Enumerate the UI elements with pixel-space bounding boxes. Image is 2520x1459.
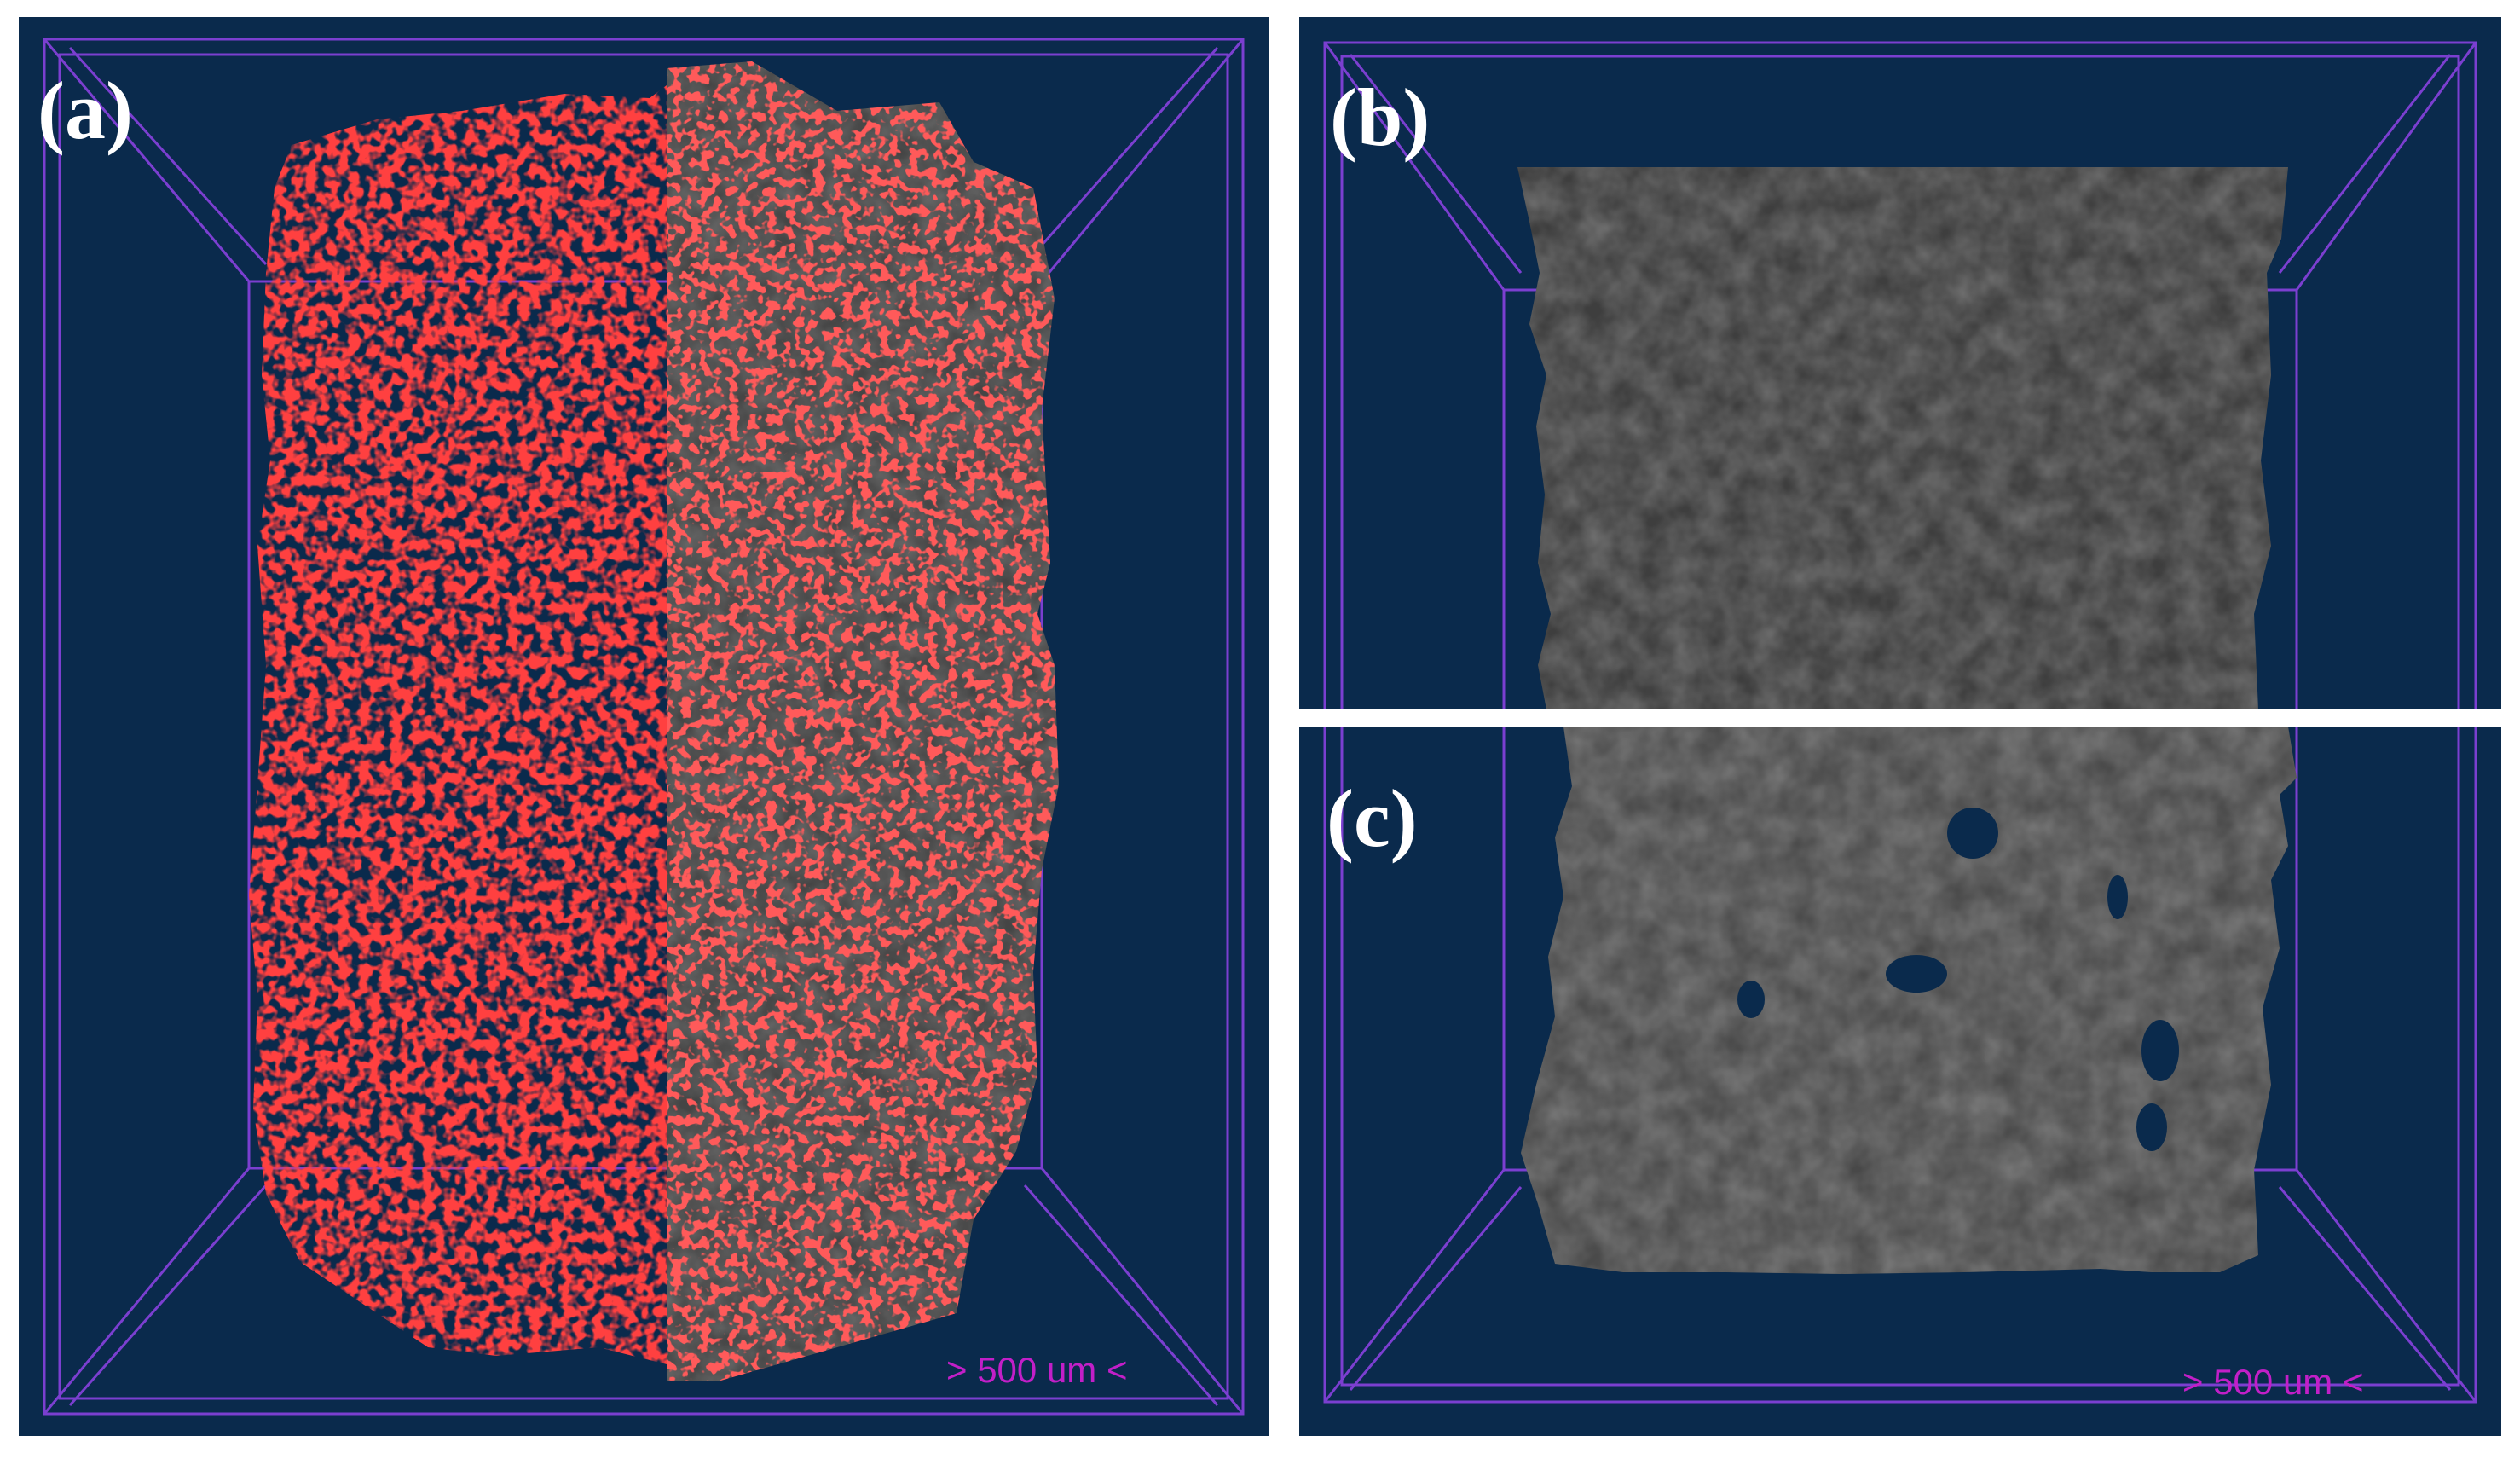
panel-a-pore-phase	[249, 85, 667, 1364]
panel-b-label: (b)	[1330, 72, 1431, 163]
panel-c-frame	[1323, 727, 2477, 1404]
panel-b-frame	[1323, 41, 2477, 709]
panel-c-scale-bar-text: > 500 um <	[2182, 1362, 2364, 1402]
panel-a-label: (a)	[38, 65, 133, 156]
panel-c-pore-holes	[1737, 808, 2179, 1151]
panel-b-render	[1299, 17, 2501, 709]
panel-b: (b)	[1299, 17, 2501, 709]
panel-a: (a) > 500 um <	[19, 17, 1269, 1436]
panel-c-label: (c)	[1326, 773, 1418, 864]
panel-a-scale-bar-text: > 500 um <	[946, 1350, 1128, 1390]
panel-a-frame	[43, 38, 1245, 1416]
panel-a-render	[19, 17, 1269, 1436]
panel-c: (c) > 500 um <	[1299, 727, 2501, 1436]
panel-c-render	[1299, 727, 2501, 1436]
